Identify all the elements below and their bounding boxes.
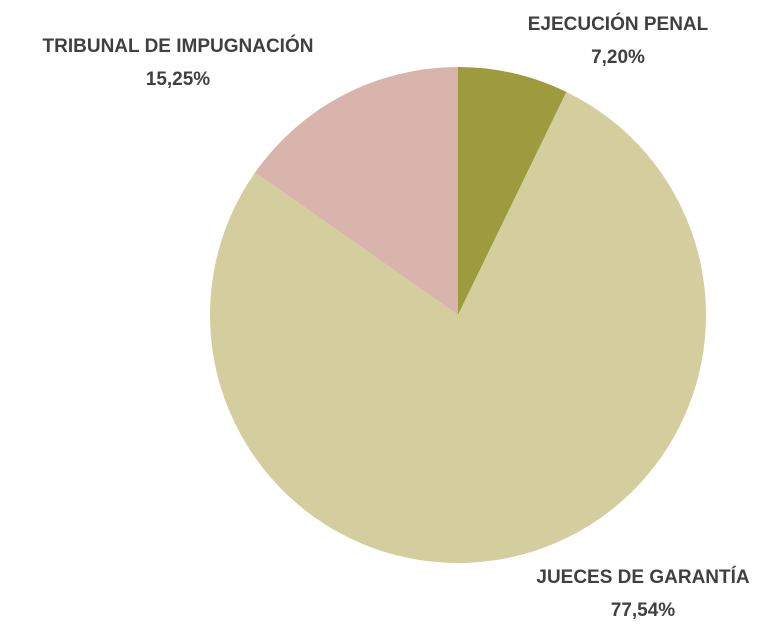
slice-category-label: TRIBUNAL DE IMPUGNACIÓN [43, 35, 314, 57]
slice-value-label: 77,54% [611, 600, 676, 621]
slice-value-label: 15,25% [146, 69, 211, 90]
pie-slice [210, 91, 706, 564]
slice-category-label: JUECES DE GARANTÍA [536, 566, 750, 588]
pie-slice [255, 67, 458, 315]
slice-category-label: EJECUCIÓN PENAL [528, 13, 709, 35]
pie-slice [458, 67, 567, 315]
slice-value-label: 7,20% [591, 47, 645, 68]
